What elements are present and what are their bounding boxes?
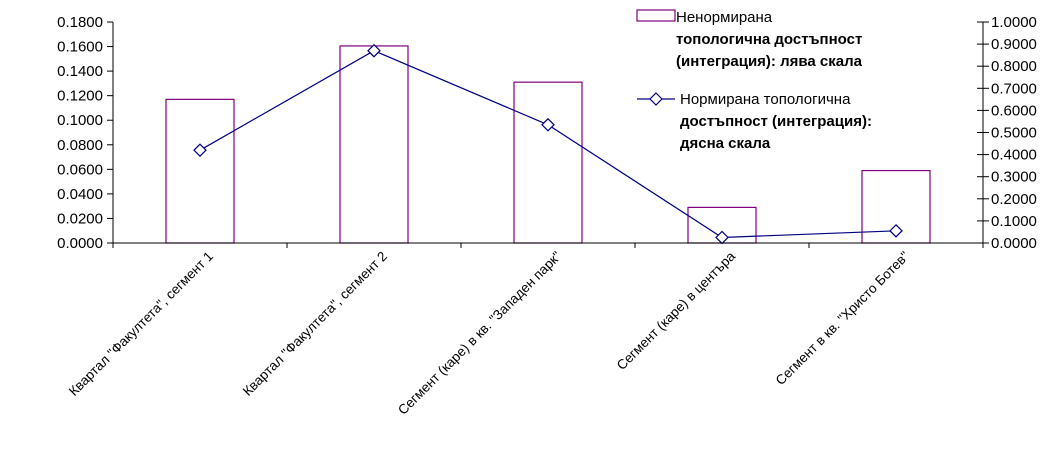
right-tick-label: 0.1000 [991, 213, 1037, 230]
left-tick-label: 0.0600 [57, 161, 103, 178]
plot-area [165, 43, 931, 245]
left-tick-label: 0.0200 [57, 210, 103, 227]
bar [339, 45, 409, 244]
category-label: Сегмент (каре) в центъра [614, 248, 739, 373]
left-tick-label: 0.0000 [57, 235, 103, 252]
line-point [367, 43, 381, 58]
left-tick-label: 0.1400 [57, 63, 103, 80]
left-tick-label: 0.1000 [57, 112, 103, 129]
category-label: Квартал "Факултета", сегмент 1 [66, 249, 216, 399]
line-point [889, 223, 903, 238]
line-point [193, 143, 207, 158]
right-tick-label: 0.6000 [991, 102, 1037, 119]
right-tick-label: 0.7000 [991, 80, 1037, 97]
category-label: Квартал "Факултета", сегмент 2 [240, 249, 390, 399]
left-axis: 0.0000 0.0200 0.0400 0.0600 0.0800 0.1000 0.12… [57, 14, 114, 252]
legend-entry-text: Ненормирана [676, 9, 773, 26]
legend-entry-text: Нормирана топологична [680, 91, 851, 108]
left-tick-label: 0.0400 [57, 186, 103, 203]
category-label: Сегмент (каре) в кв. "Западен парк" [395, 248, 564, 417]
x-axis: Квартал "Факултета", сегмент 1 Квартал "Ф… [66, 242, 984, 418]
right-tick-label: 0.2000 [991, 191, 1037, 208]
right-tick-label: 0.8000 [991, 58, 1037, 75]
right-tick-label: 0.3000 [991, 169, 1037, 186]
left-tick-label: 0.0800 [57, 137, 103, 154]
right-axis: 0.0000 0.1000 0.2000 0.3000 0.4000 0.5000 0.60… [977, 14, 1037, 252]
legend-swatch-marker [649, 92, 663, 106]
right-tick-label: 1.0000 [991, 14, 1037, 31]
right-tick-label: 0.9000 [991, 36, 1037, 53]
legend-entry-text: (интеграция): лява скала [676, 53, 863, 70]
line-point [541, 117, 555, 132]
category-label: Сегмент в кв. "Христо Ботев" [773, 248, 913, 388]
legend-entry-text: достъпност (интеграция): [680, 113, 872, 130]
left-tick-label: 0.1800 [57, 14, 103, 31]
legend-entry-text: дясна скала [680, 135, 771, 152]
legend-entry-text: топологична достъпност [676, 31, 862, 48]
right-tick-label: 0.0000 [991, 235, 1037, 252]
bar [165, 98, 235, 244]
legend: Ненормирана топологична достъпност (интегр… [636, 9, 872, 152]
legend-swatch-bar [636, 9, 676, 22]
left-tick-label: 0.1600 [57, 39, 103, 56]
bar [513, 81, 583, 244]
left-tick-label: 0.1200 [57, 88, 103, 105]
right-tick-label: 0.4000 [991, 147, 1037, 164]
right-tick-label: 0.5000 [991, 125, 1037, 142]
